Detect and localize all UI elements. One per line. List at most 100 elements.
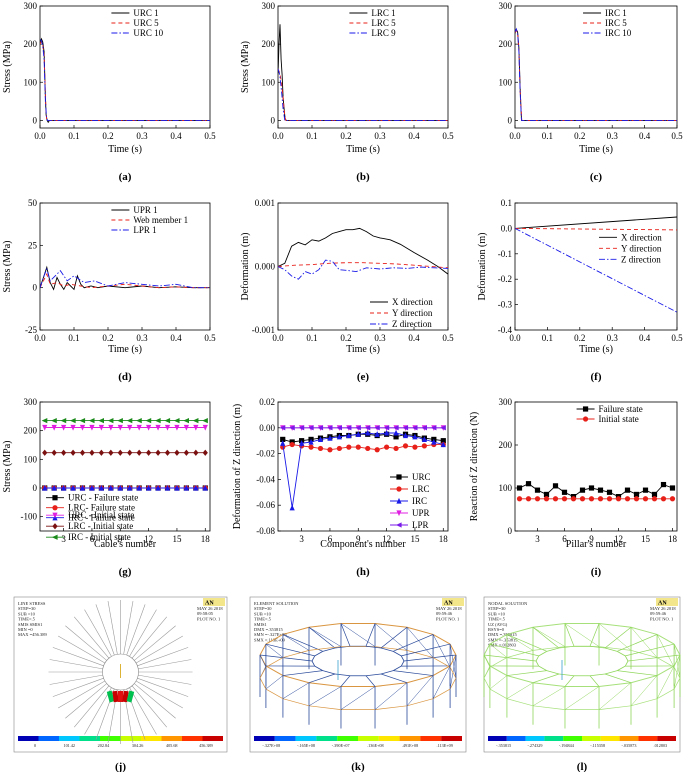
x-axis-label: Time (s) bbox=[579, 344, 613, 355]
data-point bbox=[98, 449, 104, 456]
data-point bbox=[60, 418, 67, 424]
colorbar-segment bbox=[202, 736, 223, 741]
brace-member bbox=[532, 627, 566, 647]
colorbar-label: -.194844 bbox=[559, 743, 575, 748]
inner-ring-member bbox=[334, 673, 351, 677]
colorbar-segment bbox=[182, 736, 203, 741]
series-group bbox=[516, 481, 676, 502]
data-point bbox=[51, 418, 57, 424]
data-point bbox=[651, 496, 658, 502]
legend-label: LPR bbox=[412, 520, 429, 530]
chart-panel-e: 0.0 0.1 0.2 0.3 0.4 0.5 -0.001 0.000 0.001 Time (… bbox=[240, 198, 454, 383]
y-tick-label: -0.2 bbox=[498, 274, 512, 284]
lower-ring-member bbox=[630, 698, 658, 707]
colorbar-segment bbox=[120, 736, 141, 741]
data-point bbox=[289, 504, 295, 511]
data-point bbox=[164, 418, 171, 424]
x-tick-label: 6 bbox=[328, 534, 333, 544]
brace-member bbox=[340, 686, 376, 710]
data-point bbox=[392, 425, 399, 431]
upper-ring-member bbox=[483, 643, 491, 656]
colorbar-label: -.035873 bbox=[621, 743, 636, 748]
legend-label: URC bbox=[412, 472, 431, 482]
data-point bbox=[98, 484, 104, 491]
colorbar-label: .136E+08 bbox=[367, 743, 383, 748]
upper-ring-member bbox=[532, 622, 566, 628]
data-point bbox=[588, 496, 595, 502]
legend-label: X direction bbox=[392, 297, 433, 307]
cable-line bbox=[57, 635, 106, 664]
legend-marker bbox=[396, 497, 402, 504]
x-tick-label: 0.3 bbox=[607, 131, 619, 141]
data-point bbox=[327, 435, 333, 441]
y-tick-label: 100 bbox=[262, 77, 276, 87]
data-point bbox=[279, 425, 286, 431]
data-point bbox=[89, 484, 95, 491]
lower-ring-member bbox=[308, 646, 342, 651]
x-tick-label: 0.3 bbox=[607, 333, 619, 343]
plot-frame bbox=[39, 5, 211, 129]
x-axis-label: Time (s) bbox=[108, 144, 142, 155]
series-line-upr-1 bbox=[40, 265, 210, 291]
chart-panel-g: 3 6 9 12 15 18 -100 0 100 200 300 Cable's number Str… bbox=[2, 397, 211, 578]
upper-ring-member bbox=[656, 633, 675, 645]
data-point bbox=[136, 418, 142, 424]
lower-ring-member bbox=[483, 666, 491, 679]
series-line-lrc-9 bbox=[278, 68, 448, 121]
cable-line bbox=[52, 677, 104, 697]
upper-ring-member bbox=[598, 682, 632, 688]
data-point bbox=[384, 444, 390, 450]
colorbar-label: .491E+08 bbox=[402, 743, 418, 748]
colorbar-segment bbox=[274, 736, 296, 741]
colorbar-segment bbox=[441, 736, 462, 741]
data-point bbox=[117, 484, 123, 491]
cable-line bbox=[65, 683, 107, 719]
fe-header-text: MAY 26 2018 bbox=[650, 606, 676, 611]
data-point bbox=[117, 418, 123, 424]
colorbar-segment bbox=[600, 736, 620, 741]
web-member bbox=[532, 627, 560, 649]
x-tick-label: 0.1 bbox=[542, 333, 553, 343]
x-tick-label: 9 bbox=[589, 534, 594, 544]
fe-header-text: TIME=.5 bbox=[254, 617, 272, 622]
upper-ring-member bbox=[432, 665, 451, 677]
y-tick-label: 300 bbox=[499, 397, 513, 407]
data-point bbox=[374, 447, 380, 453]
data-point bbox=[374, 425, 380, 431]
legend-marker bbox=[52, 523, 58, 530]
x-tick-label: 0.3 bbox=[374, 333, 386, 343]
brace-member bbox=[483, 654, 491, 668]
legend-label: IRC 5 bbox=[605, 18, 627, 28]
colorbar-label: .113E+09 bbox=[437, 743, 453, 748]
data-point bbox=[79, 418, 86, 424]
fe-header-text: MAY 26 2018 bbox=[197, 606, 223, 611]
colorbar-segment bbox=[582, 736, 601, 741]
web-member bbox=[489, 643, 539, 657]
web-member bbox=[259, 654, 313, 662]
fe-header-text: PLOT NO. 1 bbox=[650, 616, 673, 621]
data-point bbox=[70, 484, 76, 491]
colorbar-segment bbox=[399, 736, 421, 741]
colorbar-label: 405.68 bbox=[166, 743, 178, 748]
y-tick-label: 200 bbox=[262, 39, 276, 49]
data-point bbox=[525, 481, 532, 487]
y-tick-label: 0 bbox=[33, 115, 38, 125]
y-axis-label: Stress (MPa) bbox=[2, 441, 13, 493]
x-axis-label: Time (s) bbox=[108, 344, 142, 355]
upper-ring-member bbox=[259, 643, 267, 656]
data-point bbox=[51, 484, 57, 491]
series-group bbox=[41, 418, 208, 491]
inner-ring-member bbox=[311, 660, 316, 667]
brace-member bbox=[564, 623, 600, 647]
data-point bbox=[79, 424, 86, 431]
data-point bbox=[61, 424, 67, 431]
inner-ring-member bbox=[314, 665, 323, 671]
data-point bbox=[126, 418, 133, 424]
x-tick-label: 6 bbox=[562, 534, 567, 544]
data-point bbox=[402, 425, 409, 431]
y-tick-label: 100 bbox=[499, 483, 513, 493]
brace-member bbox=[259, 654, 267, 668]
ansys-logo-text: AN bbox=[205, 601, 214, 607]
